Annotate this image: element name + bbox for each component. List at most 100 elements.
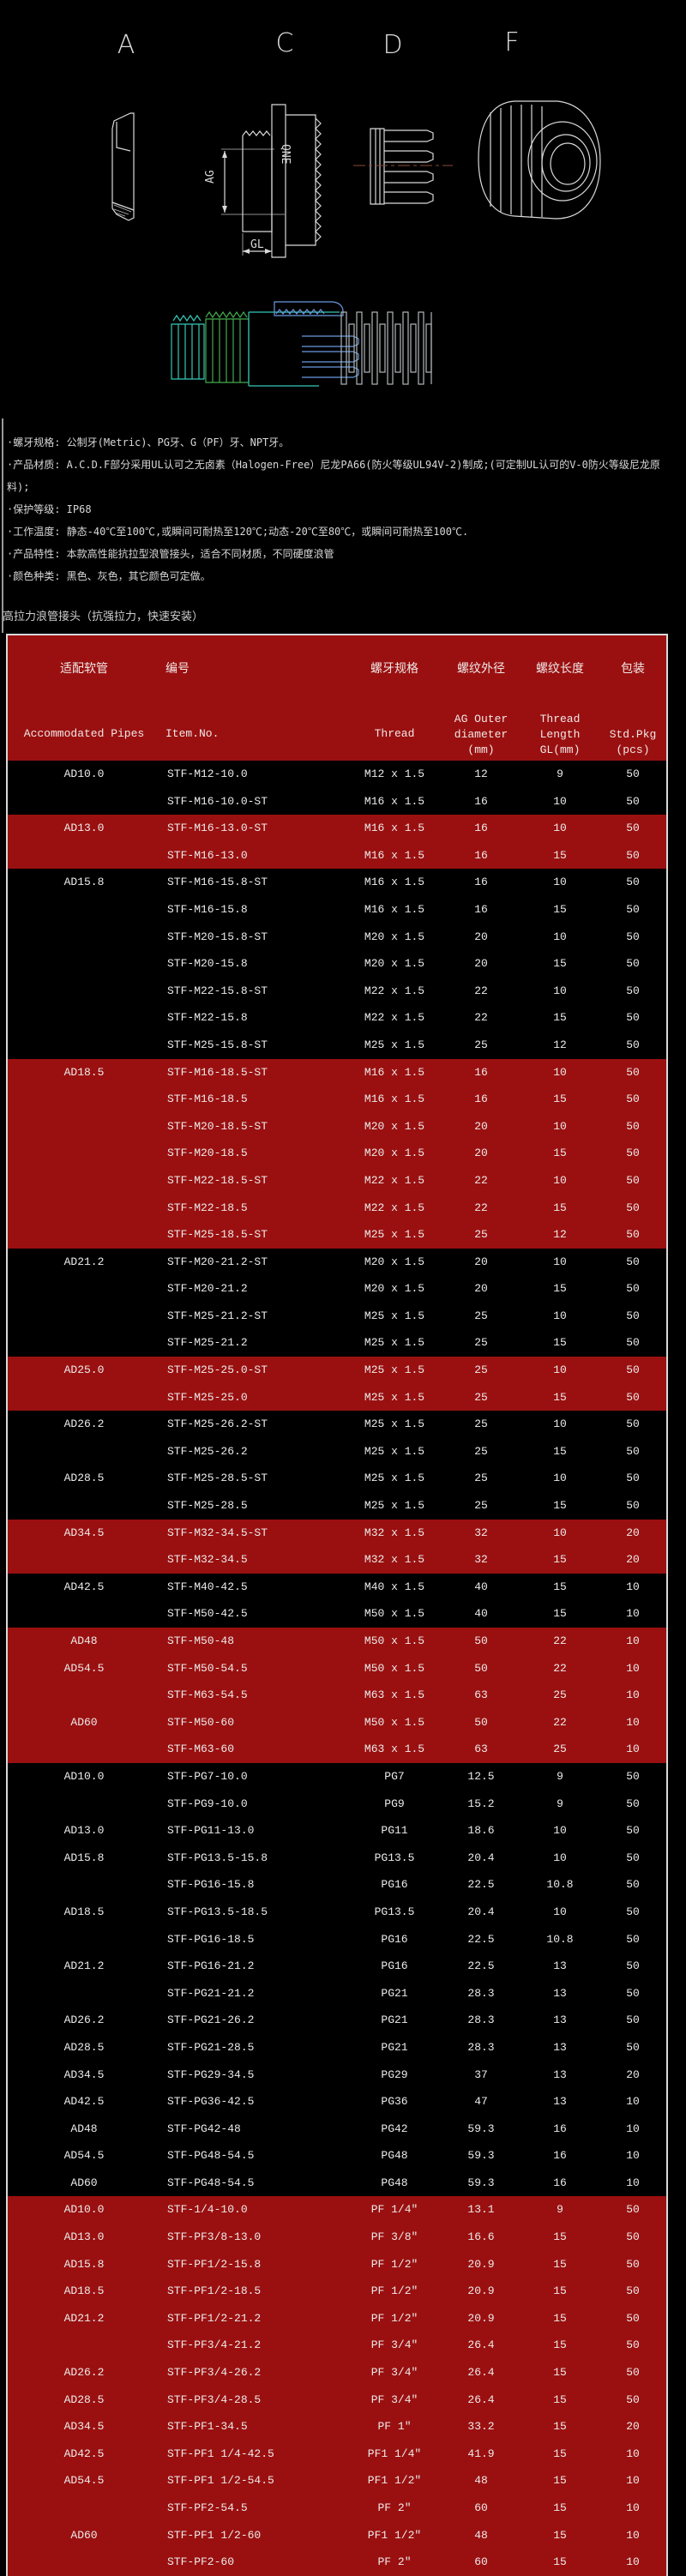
cell-pipe <box>8 1303 160 1330</box>
cell-pkg: 50 <box>626 1336 640 1350</box>
cell-gl: 15 <box>553 1336 567 1350</box>
cell-ag: 48 <box>474 2528 488 2542</box>
table-row: AD60 STF-PF1 1/2-60 PF1 1/2" 48 15 10 <box>8 2521 666 2549</box>
cell-ag: 20 <box>474 1255 488 1268</box>
cell-pipe <box>8 1600 160 1628</box>
cell-pkg: 50 <box>626 2284 640 2298</box>
cell-item: STF-PG16-18.5 <box>167 1932 255 1946</box>
cell-pkg: 50 <box>626 1011 640 1025</box>
cell-ag: 12.5 <box>467 1769 495 1783</box>
cell-item: STF-PF2-60 <box>167 2555 235 2569</box>
cell-thread: M22 x 1.5 <box>364 1201 425 1214</box>
cell-gl: 16 <box>553 2176 567 2189</box>
cell-pkg: 50 <box>626 1878 640 1892</box>
header-zh: 适配软管 <box>60 661 108 675</box>
table-row: AD10.0 STF-PG7-10.0 PG7 12.5 9 50 <box>8 1762 666 1791</box>
cell-pipe: AD21.2 <box>63 1255 105 1268</box>
header-zh: 螺纹长度 <box>536 661 584 675</box>
cell-pkg: 50 <box>626 2230 640 2244</box>
cell-ag: 15.2 <box>467 1797 495 1810</box>
cell-pkg: 10 <box>626 2122 640 2135</box>
cell-pkg: 50 <box>626 2013 640 2027</box>
table-row: AD42.5 STF-PF1 1/4-42.5 PF1 1/4" 41.9 15 10 <box>8 2440 666 2468</box>
cell-ag: 20 <box>474 930 488 943</box>
cell-pkg: 50 <box>626 1038 640 1051</box>
cell-thread: M50 x 1.5 <box>364 1661 425 1675</box>
cell-ag: 25 <box>474 1417 488 1431</box>
header-cell-pipes: 适配软管 Accommodated Pipes <box>8 635 160 761</box>
cell-ag: 20.9 <box>467 2311 495 2325</box>
cell-ag: 59.3 <box>467 2176 495 2189</box>
cell-gl: 13 <box>553 2067 567 2081</box>
cell-ag: 50 <box>474 1715 488 1729</box>
table-row: AD34.5 STF-PF1-34.5 PF 1" 33.2 15 20 <box>8 2413 666 2441</box>
cell-pkg: 50 <box>626 1147 640 1160</box>
table-row: AD26.2 STF-PG21-26.2 PG21 28.3 13 50 <box>8 2007 666 2034</box>
cell-pipe <box>8 1329 160 1357</box>
table-row: STF-M20-18.5-ST M20 x 1.5 20 10 50 <box>8 1112 666 1141</box>
cell-pipe: AD21.2 <box>63 1959 105 1973</box>
table-row: STF-PG21-21.2 PG21 28.3 13 50 <box>8 1979 666 2007</box>
cell-pipe: AD34.5 <box>63 1526 105 1539</box>
cell-gl: 15 <box>553 1011 567 1025</box>
cell-thread: M20 x 1.5 <box>364 1147 425 1160</box>
cell-pipe: AD42.5 <box>63 1580 105 1593</box>
table-row: AD60 STF-PG48-54.5 PG48 59.3 16 10 <box>8 2169 666 2197</box>
cell-gl: 10 <box>553 1526 567 1539</box>
cell-pipe: AD54.5 <box>63 2149 105 2163</box>
cell-item: STF-M50-60 <box>167 1715 235 1729</box>
cell-pkg: 50 <box>626 1255 640 1268</box>
table-row: STF-M22-18.5-ST M22 x 1.5 22 10 50 <box>8 1166 666 1195</box>
cell-item: STF-M22-18.5 <box>167 1201 248 1214</box>
cell-pipe: AD60 <box>70 1715 98 1729</box>
table-row: AD10.0 STF-M12-10.0 M12 x 1.5 12 9 50 <box>8 761 666 788</box>
table-row: AD34.5 STF-PG29-34.5 PG29 37 13 20 <box>8 2061 666 2089</box>
cell-thread: M20 x 1.5 <box>364 957 425 971</box>
table-row: STF-M50-42.5 M50 x 1.5 40 15 10 <box>8 1600 666 1628</box>
cell-pkg: 10 <box>626 1580 640 1593</box>
cell-thread: PG21 <box>381 2013 408 2027</box>
cell-pkg: 20 <box>626 1553 640 1567</box>
cell-gl: 15 <box>553 957 567 971</box>
cell-thread: PG9 <box>384 1797 405 1810</box>
cell-thread: PF 3/4" <box>370 2338 418 2352</box>
cell-ag: 59.3 <box>467 2122 495 2135</box>
cell-pkg: 50 <box>626 767 640 780</box>
cell-gl: 10 <box>553 1472 567 1485</box>
table-row: AD15.8 STF-PF1/2-15.8 PF 1/2" 20.9 15 50 <box>8 2250 666 2278</box>
cell-item: STF-PG42-48 <box>167 2122 241 2135</box>
cell-ag: 22.5 <box>467 1932 495 1946</box>
cell-thread: PF 3/4" <box>370 2392 418 2406</box>
cell-thread: PF 1" <box>377 2420 412 2434</box>
cell-pkg: 50 <box>626 984 640 997</box>
cell-pipe: AD13.0 <box>63 1824 105 1838</box>
cell-ag: 18.6 <box>467 1824 495 1838</box>
cell-item: STF-PF3/4-28.5 <box>167 2392 262 2406</box>
table-row: AD21.2 STF-PF1/2-21.2 PF 1/2" 20.9 15 50 <box>8 2304 666 2332</box>
cell-thread: M63 x 1.5 <box>364 1742 425 1756</box>
cell-thread: PG13.5 <box>374 1851 415 1864</box>
table-row: STF-M25-18.5-ST M25 x 1.5 25 12 50 <box>8 1221 666 1249</box>
table-row: STF-PG16-15.8 PG16 22.5 10.8 50 <box>8 1871 666 1899</box>
table-row: AD34.5 STF-M32-34.5-ST M32 x 1.5 32 10 20 <box>8 1519 666 1547</box>
cell-pipe <box>8 842 160 870</box>
cell-gl: 10 <box>553 1065 567 1079</box>
cell-pipe <box>8 1926 160 1953</box>
header-cell-std-pkg: 包装 Std.Pkg (pcs) <box>599 635 666 761</box>
cell-pkg: 50 <box>626 848 640 862</box>
cell-ag: 33.2 <box>467 2420 495 2434</box>
header-en: Accommodated Pipes <box>23 727 145 740</box>
cell-pipe: AD10.0 <box>63 2203 105 2217</box>
cell-pipe: AD28.5 <box>63 2392 105 2406</box>
cell-ag: 48 <box>474 2474 488 2488</box>
cell-ag: 28.3 <box>467 2013 495 2027</box>
cell-gl: 10 <box>553 1173 567 1187</box>
table-row: AD54.5 STF-M50-54.5 M50 x 1.5 50 22 10 <box>8 1654 666 1682</box>
table-row: AD25.0 STF-M25-25.0-ST M25 x 1.5 25 10 50 <box>8 1357 666 1384</box>
cell-gl: 9 <box>557 1769 563 1783</box>
cell-pipe: AD28.5 <box>63 1472 105 1485</box>
cell-ag: 16 <box>474 794 488 808</box>
cell-pipe <box>8 2549 160 2576</box>
cell-thread: M25 x 1.5 <box>364 1417 425 1431</box>
part-f-drawing <box>478 100 601 220</box>
